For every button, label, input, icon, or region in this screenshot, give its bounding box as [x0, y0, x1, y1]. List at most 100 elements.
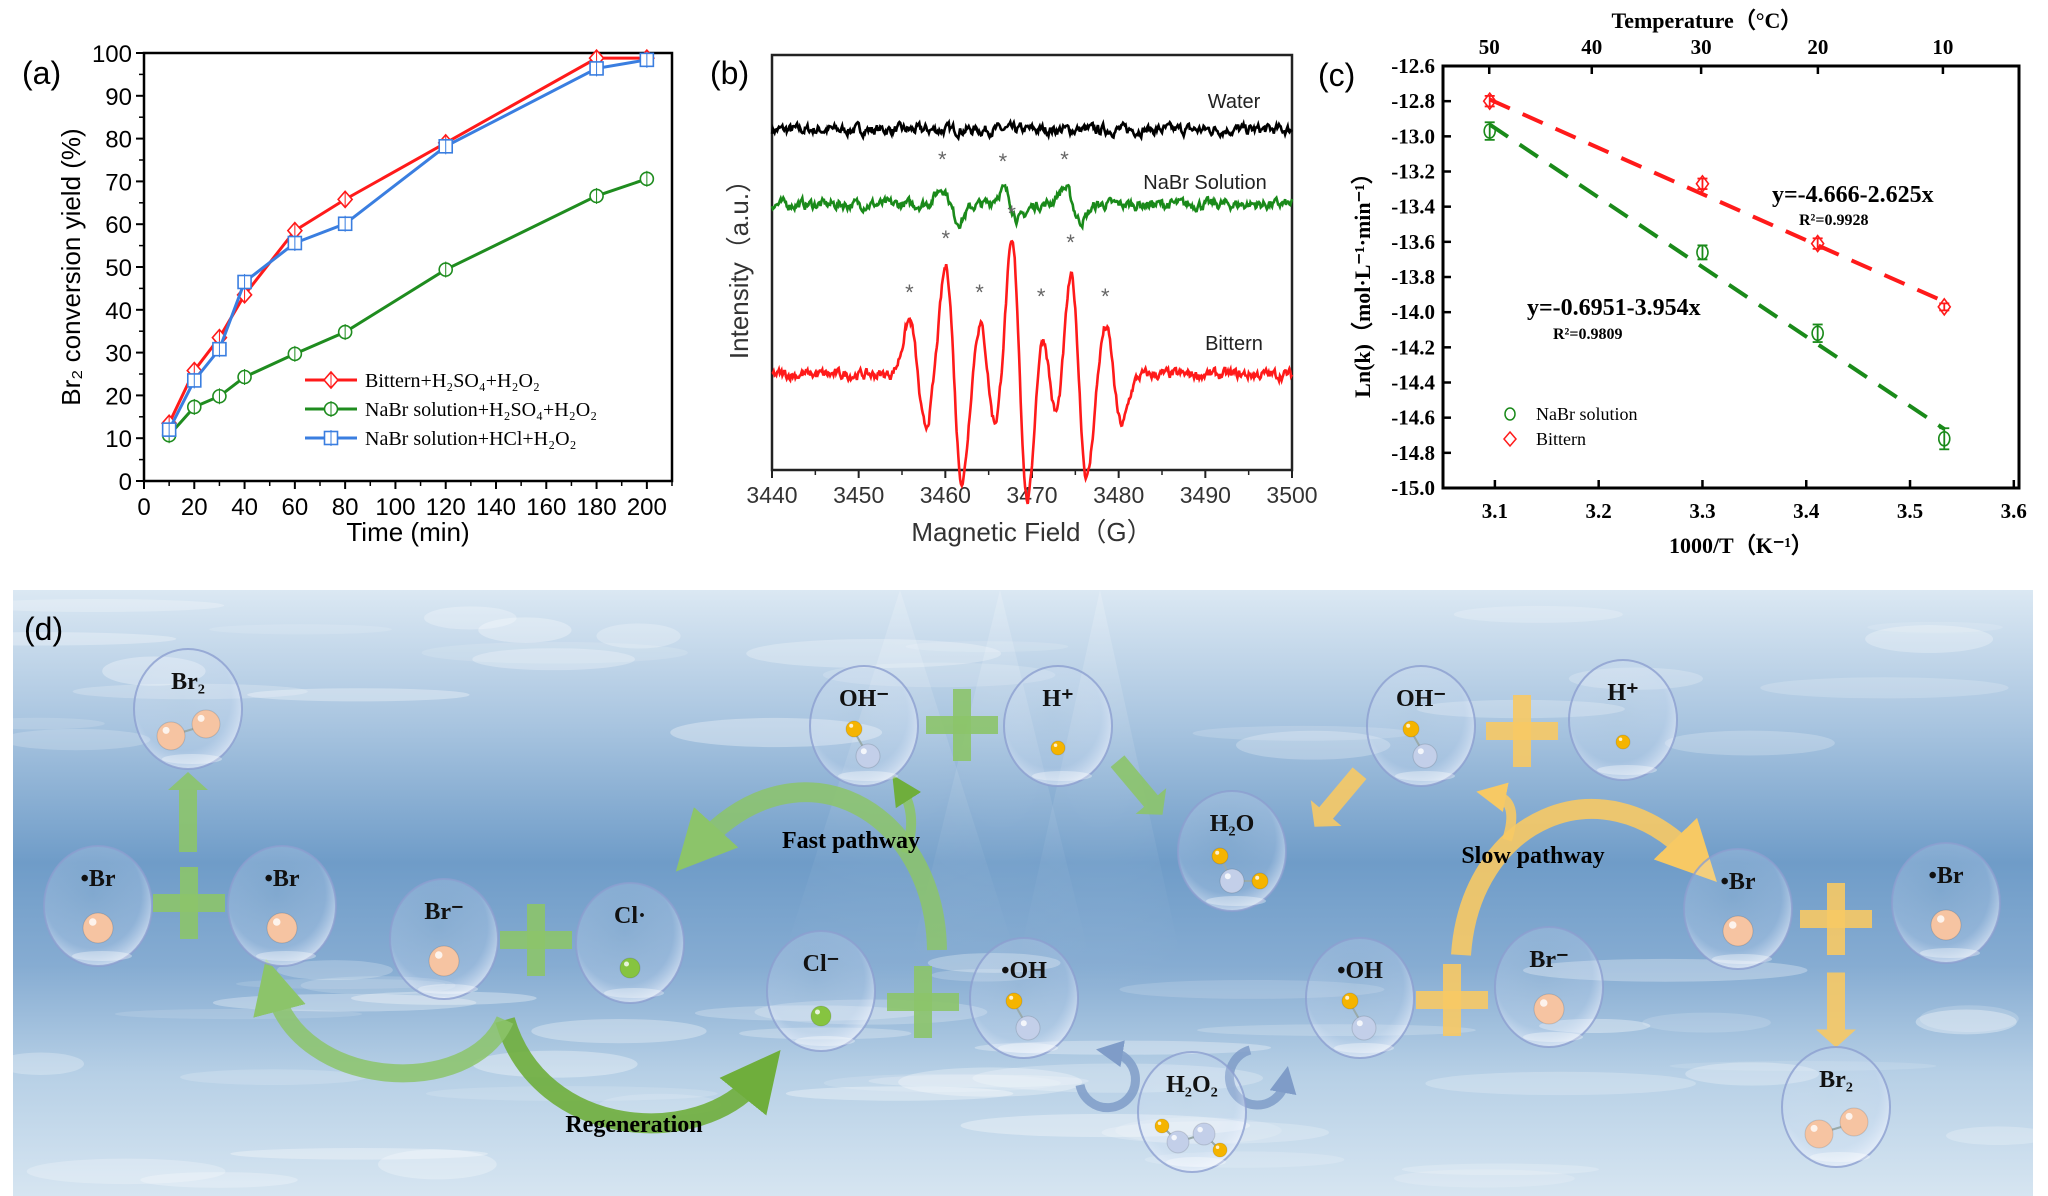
atom-highlight [1406, 723, 1411, 728]
y-tick-label: -14.2 [1391, 335, 1435, 359]
y-tick-label: -13.2 [1391, 160, 1435, 184]
water-ripple [0, 717, 105, 730]
species-label: •OH [1001, 958, 1047, 984]
y-tick-label: -13.4 [1391, 195, 1435, 219]
fit-equation: y=-0.6951-3.954x [1527, 295, 1701, 321]
water-ripple [478, 617, 572, 643]
fit-r-squared: R²=0.9809 [1553, 326, 1622, 343]
arrow-shape [1816, 972, 1856, 1048]
x-axis-label: Time (min) [346, 517, 469, 547]
o-atom [1015, 1015, 1041, 1041]
atom-highlight [1197, 1126, 1203, 1133]
arrow-shape [1310, 767, 1367, 827]
x-tick-label: 60 [282, 494, 309, 521]
br-atom [156, 721, 186, 751]
x-tick-label: 3480 [1093, 482, 1144, 508]
bubble-br: Br⁻ [1494, 926, 1604, 1048]
species-label: Br₂ [171, 669, 205, 695]
water-ripple [247, 688, 470, 702]
bubble-reflection [1032, 771, 1092, 781]
bubble-shell [1137, 1051, 1247, 1173]
bubble-shell [133, 648, 243, 770]
molecule-h-icon [1050, 740, 1066, 756]
bubble-reflection [998, 1043, 1058, 1053]
water-ripple [785, 1086, 1014, 1101]
y-tick-label: -14.6 [1391, 406, 1435, 430]
arrow-shape [1110, 755, 1167, 815]
y-tick-label: 30 [105, 341, 132, 368]
molecule-cl-icon [619, 957, 641, 979]
fast-pathway-arrow [675, 782, 947, 951]
bubble-oh: OH⁻ [809, 665, 919, 787]
peak-asterisk: * [1101, 284, 1110, 309]
atom-highlight [89, 918, 97, 926]
bubble-br: •Br [43, 845, 153, 967]
x-tick-label: 3.6 [2001, 499, 2027, 523]
peak-asterisk: * [1007, 201, 1016, 226]
br-atom [82, 912, 114, 944]
water-ripple [209, 624, 392, 635]
arrow-to-h2o-yellow [1310, 767, 1367, 827]
y-axis-label: Ln(k)（mol·L⁻¹·min⁻¹） [1350, 162, 1375, 398]
water-ripple [472, 1050, 638, 1078]
data-point [1695, 174, 1710, 194]
bubble-reflection [1810, 1152, 1870, 1162]
species-label: H⁺ [1607, 680, 1638, 706]
molecule-br-icon [1930, 909, 1962, 941]
water-ripple [377, 1149, 497, 1180]
y-tick-label: -14.8 [1391, 441, 1435, 465]
species-label: H₂O [1210, 811, 1255, 837]
h-atom [1212, 1142, 1228, 1158]
bubble-oh: •OH [1305, 937, 1415, 1059]
spectrum-2: * * * * * * * Bittern [771, 201, 1294, 505]
atom-highlight [1845, 1112, 1853, 1120]
water-ripple [868, 1074, 1089, 1088]
bubble-br2: Br₂ [1781, 1046, 1891, 1168]
atom-highlight [1224, 873, 1231, 880]
x-tick-label: 80 [332, 494, 359, 521]
series-1: y=-4.666-2.625x R²=0.9928 [1482, 91, 1952, 317]
species-label: •Br [80, 866, 115, 892]
atom-highlight [197, 714, 205, 722]
atom-highlight [1020, 1020, 1027, 1027]
water-ripple [1865, 625, 1994, 653]
h-atom [1050, 740, 1066, 756]
water-ripple [898, 1067, 1083, 1097]
atom-highlight [1157, 1121, 1162, 1125]
plus-sign [1800, 883, 1872, 955]
data-point [1811, 325, 1824, 342]
legend-label: NaBr solution+HCl+H₂O₂ [365, 428, 577, 450]
x-tick-label: 3.2 [1586, 499, 1612, 523]
bubble-shell [389, 878, 499, 1000]
chart-b-epr-spectra: 3440 3450 3460 3470 3480 3490 3500 Magnetic Fie… [724, 53, 1318, 547]
water-ripple [472, 648, 635, 671]
bubble-cl: Cl⁻ [766, 930, 876, 1052]
species-label: OH⁻ [839, 686, 889, 712]
water-ripple [423, 606, 517, 630]
plus-bar [887, 993, 959, 1011]
o-atom [1166, 1130, 1190, 1154]
water-ripple [26, 1158, 226, 1185]
water-texture [0, 590, 2048, 1188]
water-ripple [276, 960, 393, 981]
atom-highlight [849, 723, 854, 728]
plus-sign [926, 689, 998, 761]
water-ripple [746, 638, 1002, 669]
y-tick-label: 10 [105, 426, 132, 453]
x-tick-label: 200 [627, 494, 667, 521]
bubble-shell [809, 665, 919, 787]
y-tick-label: -14.0 [1391, 300, 1435, 324]
arrow-to-h2o-green [1110, 755, 1167, 815]
water-ripple [230, 1148, 488, 1160]
bubble-reflection [72, 951, 132, 961]
x-tick-label: 3.1 [1482, 499, 1508, 523]
atom-highlight [1729, 921, 1737, 929]
water-ripple [596, 623, 681, 649]
atom-highlight [1810, 1124, 1818, 1132]
bubble-reflection [1395, 771, 1455, 781]
light-ray [1010, 590, 1190, 1000]
peak-asterisk: * [1066, 230, 1075, 255]
br-atom [1839, 1107, 1869, 1137]
data-point [1937, 297, 1952, 317]
slow-pathway-arrow [1451, 799, 1717, 956]
